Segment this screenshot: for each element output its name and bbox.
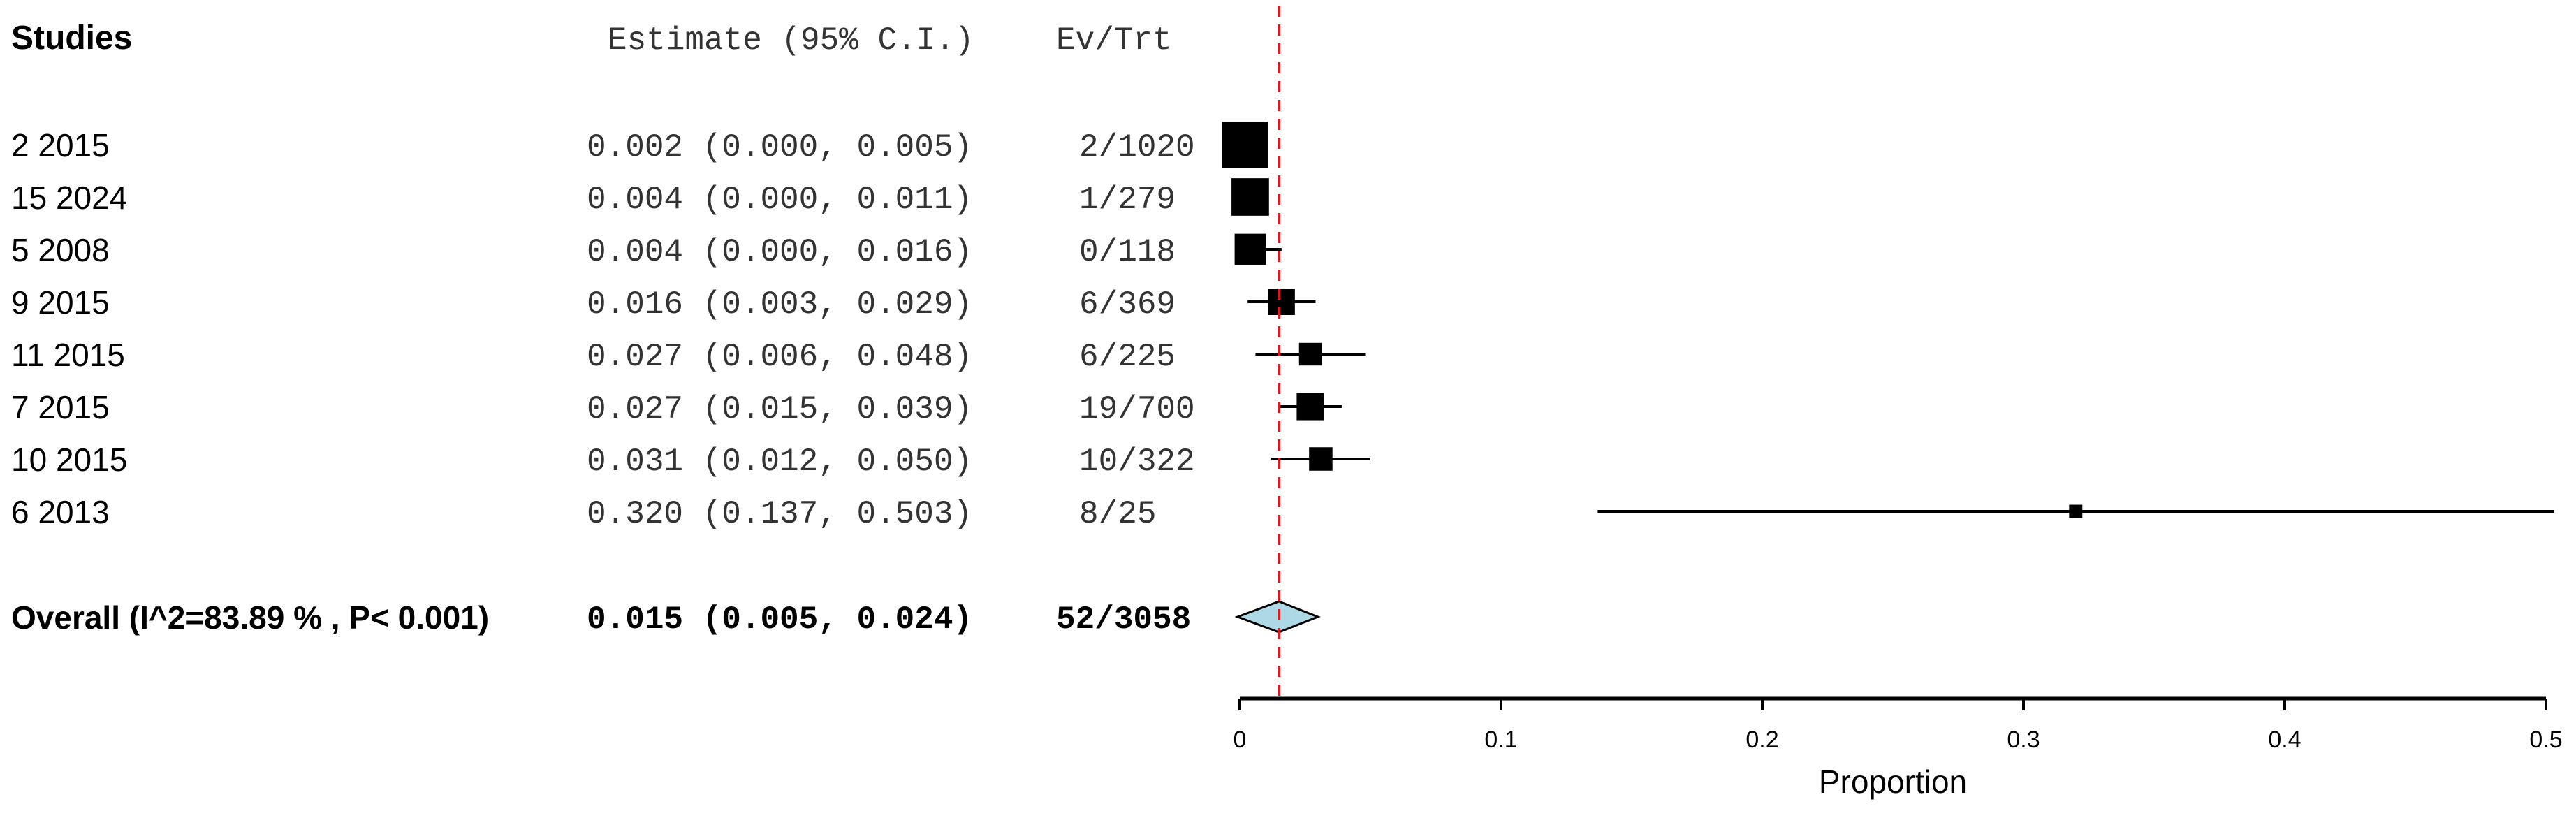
study-evtrt: 1/279	[1079, 182, 1176, 218]
study-estimate: 0.031 (0.012, 0.050)	[587, 444, 972, 480]
study-square	[2069, 504, 2083, 518]
study-estimate: 0.016 (0.003, 0.029)	[587, 286, 972, 323]
study-label: 5 2008	[11, 232, 110, 268]
study-evtrt: 6/369	[1079, 286, 1176, 323]
study-estimate: 0.002 (0.000, 0.005)	[587, 129, 972, 166]
overall-estimate: 0.015 (0.005, 0.024)	[587, 601, 972, 638]
x-tick-label: 0.5	[2529, 726, 2562, 753]
study-evtrt: 19/700	[1079, 391, 1195, 428]
study-square	[1296, 393, 1324, 421]
study-label: 6 2013	[11, 494, 110, 530]
header-evtrt: Ev/Trt	[1056, 22, 1172, 59]
study-square	[1222, 122, 1268, 168]
x-axis: 0 0.1 0.2 0.3 0.4 0.5 Proportion	[1234, 696, 2563, 800]
study-square	[1234, 233, 1266, 265]
study-square	[1309, 447, 1333, 471]
x-tick-label: 0.1	[1484, 726, 1517, 753]
study-label: 2 2015	[11, 127, 110, 163]
study-label: 10 2015	[11, 441, 127, 478]
plot-marks	[1222, 6, 2554, 699]
study-rows: 2 2015 0.002 (0.000, 0.005) 2/1020 15 2024 0…	[11, 127, 1195, 638]
x-tick-label: 0.3	[2007, 726, 2040, 753]
study-label: 9 2015	[11, 284, 110, 321]
study-estimate: 0.027 (0.015, 0.039)	[587, 391, 972, 428]
x-tick-label: 0.2	[1746, 726, 1778, 753]
study-estimate: 0.027 (0.006, 0.048)	[587, 339, 972, 375]
study-evtrt: 10/322	[1079, 444, 1195, 480]
study-label: 11 2015	[11, 337, 125, 373]
study-evtrt: 8/25	[1079, 496, 1156, 532]
study-evtrt: 0/118	[1079, 234, 1176, 270]
x-axis-label: Proportion	[1819, 764, 1967, 800]
study-estimate: 0.320 (0.137, 0.503)	[587, 496, 972, 532]
study-evtrt: 2/1020	[1079, 129, 1195, 166]
study-square	[1268, 289, 1295, 315]
header-estimate: Estimate (95% C.I.)	[608, 22, 974, 59]
study-label: 15 2024	[11, 180, 127, 216]
study-square	[1231, 178, 1269, 216]
study-evtrt: 6/225	[1079, 339, 1176, 375]
study-estimate: 0.004 (0.000, 0.016)	[587, 234, 972, 270]
study-square	[1298, 342, 1322, 366]
overall-label: Overall (I^2=83.89 % , P< 0.001)	[11, 599, 489, 636]
x-tick-label: 0.4	[2268, 726, 2301, 753]
study-estimate: 0.004 (0.000, 0.011)	[587, 182, 972, 218]
overall-evtrt: 52/3058	[1056, 601, 1191, 638]
study-label: 7 2015	[11, 389, 110, 425]
x-tick-label: 0	[1234, 726, 1247, 753]
header-studies: Studies	[11, 20, 132, 57]
